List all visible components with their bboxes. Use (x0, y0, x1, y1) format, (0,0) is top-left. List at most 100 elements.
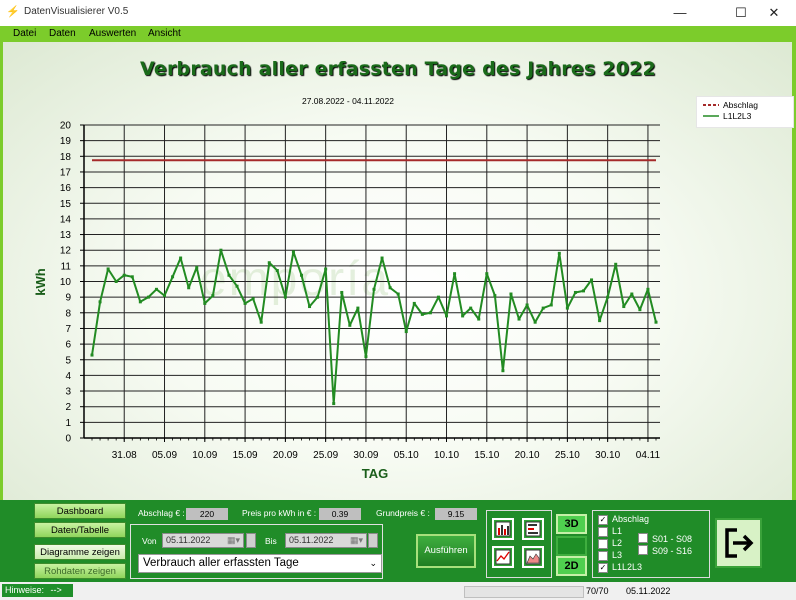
data-point (291, 250, 295, 254)
data-point (606, 295, 610, 299)
exit-button[interactable] (715, 518, 762, 568)
data-point (187, 286, 191, 290)
menu-ansicht[interactable]: Ansicht (148, 28, 181, 39)
bis-spin-button[interactable] (368, 533, 378, 548)
chart-type-dropdown[interactable]: Verbrauch aller erfassten Tage ⌄ (138, 554, 382, 573)
data-point (275, 269, 279, 273)
data-point (372, 287, 376, 291)
data-point (324, 267, 328, 271)
data-point (163, 294, 167, 298)
menu-auswerten[interactable]: Auswerten (89, 28, 137, 39)
preis-value[interactable]: 0.39 (319, 508, 361, 520)
y-tick-label: 13 (60, 230, 72, 241)
calendar-icon[interactable]: ▦▾ (226, 535, 240, 545)
dim-toggle-middle[interactable] (556, 536, 587, 556)
menu-datei[interactable]: Datei (13, 28, 37, 39)
data-point (485, 272, 489, 276)
data-point (630, 292, 634, 296)
y-tick-label: 20 (60, 121, 72, 132)
x-axis-label: TAG (362, 466, 388, 481)
data-point (445, 314, 449, 318)
data-point (581, 289, 585, 293)
x-tick-label: 20.09 (273, 450, 298, 461)
von-spin-button[interactable] (246, 533, 256, 548)
data-point (364, 355, 368, 359)
dashboard-button[interactable]: Dashboard (34, 503, 126, 519)
y-tick-label: 14 (60, 214, 72, 225)
bis-label: Bis (265, 536, 277, 546)
area-chart-icon (526, 553, 540, 564)
checkbox-label-l1l2l3: L1L2L3 (612, 562, 643, 572)
bis-date-field[interactable]: 05.11.2022 ▦▾ (285, 533, 367, 548)
data-point (541, 306, 545, 310)
minimize-button[interactable]: — (673, 5, 687, 20)
data-point (316, 295, 320, 299)
data-point (171, 275, 175, 279)
data-point (211, 294, 215, 298)
hbar-chart-button[interactable] (522, 518, 544, 540)
data-point (122, 273, 126, 277)
ausfuehren-button[interactable]: Ausführen (416, 534, 476, 568)
data-point (146, 295, 150, 299)
rohdaten-zeigen-button[interactable]: Rohdaten zeigen (34, 563, 126, 579)
data-point (130, 275, 134, 279)
abschlag-label: Abschlag € : (138, 508, 185, 518)
progress-bar (464, 586, 584, 598)
data-point (203, 301, 207, 305)
checkbox-l1l2l3[interactable]: ✓ (598, 563, 608, 573)
data-point (114, 280, 118, 283)
hbar-chart-icon (528, 524, 537, 526)
von-date-field[interactable]: 05.11.2022 ▦▾ (162, 533, 244, 548)
close-button[interactable]: ✕ (768, 5, 780, 20)
checkbox-s09-s16[interactable] (638, 545, 648, 555)
chart-title: Verbrauch aller erfassten Tage des Jahre… (140, 58, 656, 80)
von-date-text: 05.11.2022 (166, 535, 211, 545)
abschlag-value[interactable]: 220 (186, 508, 228, 520)
data-point (573, 290, 577, 294)
bar-chart-button[interactable] (492, 518, 514, 540)
line-chart-button[interactable] (492, 546, 514, 568)
daten-tabelle-button[interactable]: Daten/Tabelle (34, 522, 126, 538)
chart-legend: Abschlag L1L2L3 (696, 96, 794, 128)
checkbox-l2[interactable] (598, 539, 608, 549)
checkbox-label-s09-s16: S09 - S16 (652, 546, 693, 556)
grid-layer (84, 124, 660, 439)
x-tick-label: 31.08 (112, 450, 137, 461)
data-point (154, 287, 158, 291)
grundpreis-value[interactable]: 9.15 (435, 508, 477, 520)
app-icon: ⚡ (6, 6, 20, 18)
maximize-button[interactable]: ☐ (735, 5, 747, 20)
y-tick-label: 7 (65, 324, 71, 335)
calendar-icon[interactable]: ▦▾ (349, 535, 363, 545)
y-tick-label: 4 (65, 371, 71, 382)
2d-button[interactable]: 2D (556, 556, 587, 576)
data-point (219, 248, 223, 252)
data-point (646, 287, 650, 291)
menu-daten[interactable]: Daten (49, 28, 76, 39)
checkbox-l1[interactable] (598, 527, 608, 537)
3d-button[interactable]: 3D (556, 514, 587, 534)
x-tick-label: 25.09 (313, 450, 338, 461)
menu-bar (0, 26, 796, 42)
y-tick-label: 3 (65, 387, 71, 398)
data-point (380, 256, 384, 260)
diagramme-zeigen-button[interactable]: Diagramme zeigen (34, 544, 126, 560)
checkbox-label-s01-s08: S01 - S08 (652, 534, 693, 544)
data-point (565, 306, 569, 310)
checkbox-label-l1: L1 (612, 526, 623, 536)
area-chart-button[interactable] (522, 546, 544, 568)
data-point (404, 330, 408, 334)
data-point (356, 306, 360, 310)
data-point (549, 303, 553, 307)
checkbox-l3[interactable] (598, 551, 608, 561)
data-point (227, 273, 231, 277)
data-point (412, 301, 416, 305)
checkbox-abschlag[interactable]: ✓ (598, 515, 608, 525)
checkbox-label-abschlag: Abschlag (612, 514, 650, 524)
data-point (469, 306, 473, 310)
data-point (283, 295, 287, 299)
von-label: Von (142, 536, 157, 546)
legend-label-abschlag: Abschlag (723, 100, 758, 110)
checkbox-s01-s08[interactable] (638, 533, 648, 543)
